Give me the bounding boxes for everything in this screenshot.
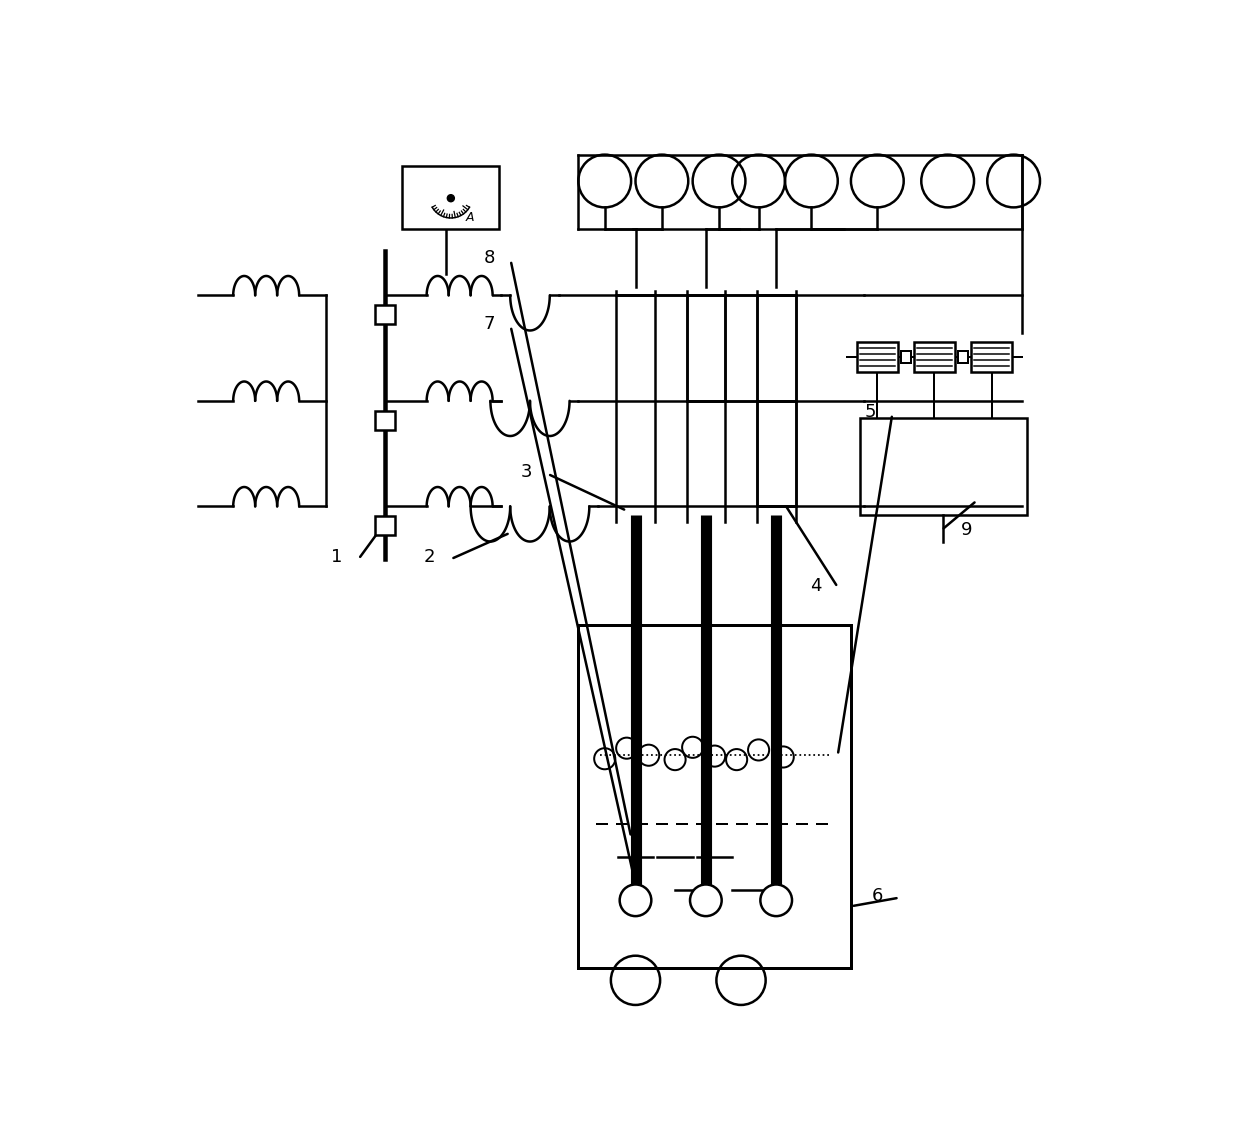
Circle shape [689, 884, 722, 916]
Text: 3: 3 [521, 463, 532, 481]
Bar [376, 516, 394, 536]
Text: 5: 5 [866, 403, 877, 421]
Bar [957, 351, 968, 363]
Bar [900, 351, 911, 363]
Text: 4: 4 [811, 577, 822, 595]
Text: A: A [466, 211, 475, 225]
Text: 9: 9 [961, 521, 972, 539]
Text: 1: 1 [331, 548, 342, 566]
Bar [857, 341, 898, 372]
Text: 7: 7 [484, 315, 495, 333]
Text: 2: 2 [424, 548, 435, 566]
Bar [376, 410, 394, 429]
Circle shape [760, 884, 792, 916]
Bar [914, 341, 955, 372]
Bar [376, 305, 394, 324]
Text: 8: 8 [484, 249, 495, 267]
Circle shape [620, 884, 651, 916]
Bar [859, 418, 1027, 515]
Circle shape [448, 194, 454, 202]
Bar [578, 625, 851, 968]
Bar [971, 341, 1012, 372]
Text: 6: 6 [872, 887, 883, 904]
Bar [403, 166, 500, 230]
